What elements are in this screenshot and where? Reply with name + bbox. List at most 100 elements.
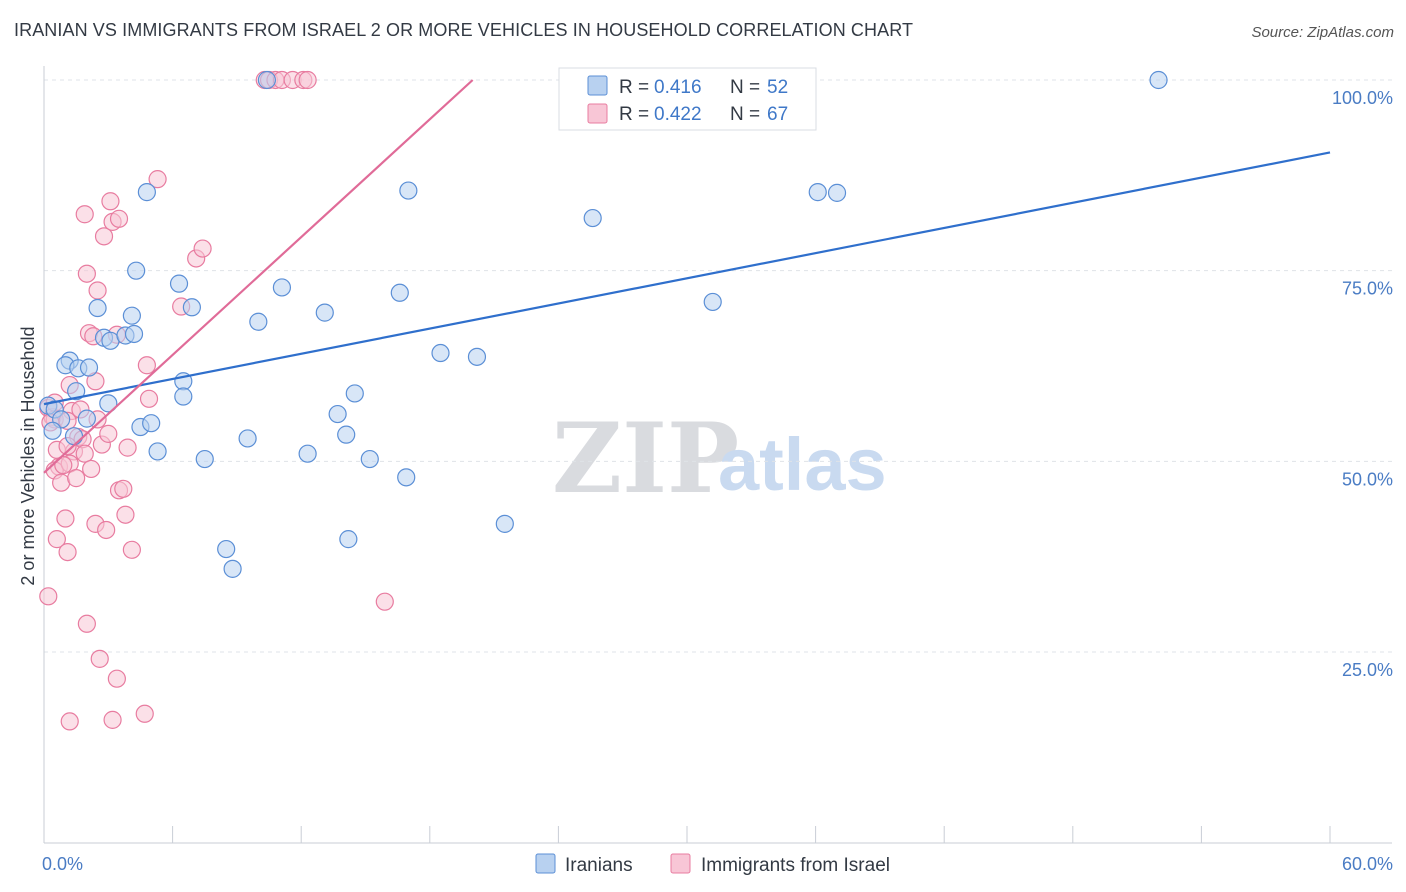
legend-n-value-israel: 67: [767, 104, 788, 125]
data-point-iranians: [360, 449, 379, 469]
source-credit: Source: ZipAtlas.com: [1251, 24, 1394, 41]
data-point-israel: [54, 456, 73, 475]
data-point-israel: [52, 473, 71, 492]
data-point-israel: [88, 281, 107, 300]
data-point-israel: [56, 509, 75, 528]
data-point-israel: [94, 227, 114, 246]
data-point-iranians: [99, 394, 118, 413]
data-point-iranians: [328, 404, 347, 424]
data-point-iranians: [122, 306, 141, 325]
data-point-iranians: [583, 208, 602, 228]
data-point-iranians: [174, 387, 193, 406]
data-point-israel: [77, 264, 96, 283]
data-point-israel: [77, 614, 96, 633]
data-point-iranians: [345, 384, 364, 403]
data-point-iranians: [399, 181, 418, 200]
data-point-israel: [90, 649, 109, 668]
data-point-israel: [103, 710, 122, 729]
y-tick-label: 100.0%: [1332, 88, 1393, 108]
data-point-iranians: [495, 514, 514, 533]
data-point-iranians: [257, 70, 277, 90]
data-point-iranians: [182, 298, 201, 317]
series-legend-label-israel: Immigrants from Israel: [701, 855, 890, 876]
data-point-iranians: [431, 343, 450, 363]
data-point-israel: [122, 540, 141, 559]
data-point-iranians: [827, 183, 847, 202]
data-point-israel: [99, 424, 118, 443]
legend-n-value-iranians: 52: [767, 77, 788, 98]
data-point-israel: [47, 530, 66, 549]
watermark: ZIP atlas: [552, 402, 887, 515]
data-point-israel: [82, 459, 101, 479]
data-point-israel: [375, 592, 394, 611]
data-point-israel: [135, 704, 154, 723]
data-point-iranians: [703, 292, 722, 312]
data-point-israel: [137, 356, 156, 375]
series-legend-swatch-iranians: [535, 853, 556, 874]
data-point-iranians: [67, 382, 86, 401]
data-point-israel: [114, 479, 133, 498]
y-tick-labels: 25.0% 50.0% 75.0% 100.0%: [1332, 88, 1393, 680]
trend-lines: [43, 79, 1331, 474]
data-point-israel: [60, 712, 79, 731]
data-point-iranians: [1149, 70, 1168, 90]
legend-n-label-israel: N =: [730, 104, 760, 125]
data-point-israel: [298, 70, 317, 90]
y-tick-label: 50.0%: [1342, 469, 1393, 489]
legend-swatch-israel: [587, 103, 608, 124]
data-point-iranians: [43, 421, 62, 440]
data-point-iranians: [339, 530, 358, 549]
data-point-israel: [97, 520, 116, 540]
data-point-iranians: [315, 303, 334, 322]
data-point-iranians: [77, 409, 96, 428]
trend-line-israel: [43, 79, 474, 474]
series-legend-swatch-israel: [670, 853, 691, 874]
data-point-iranians: [337, 425, 356, 444]
y-tick-label: 25.0%: [1342, 660, 1393, 680]
x-tick-label-min: 0.0%: [42, 854, 83, 874]
series-legend: Iranians Immigrants from Israel: [535, 853, 890, 876]
data-point-iranians: [195, 449, 214, 469]
x-tick-label-max: 60.0%: [1342, 854, 1393, 874]
data-point-israel: [75, 205, 94, 224]
grid-lines: [44, 79, 1392, 653]
data-point-israel: [109, 209, 129, 228]
axes: [43, 66, 1392, 844]
legend-n-label-iranians: N =: [730, 77, 760, 98]
data-point-iranians: [64, 427, 84, 446]
y-axis-title: 2 or more Vehicles in Household: [18, 326, 38, 585]
chart-title: IRANIAN VS IMMIGRANTS FROM ISRAEL 2 OR M…: [14, 20, 914, 40]
data-point-iranians: [223, 559, 242, 578]
watermark-atlas: atlas: [718, 423, 887, 506]
data-point-iranians: [79, 358, 99, 377]
data-point-iranians: [467, 347, 487, 366]
legend-r-label-iranians: R =: [619, 77, 649, 98]
stats-legend: R = 0.416 N = 52 R = 0.422 N = 67: [558, 67, 817, 131]
data-point-iranians: [127, 261, 146, 280]
legend-swatch-iranians: [587, 75, 608, 96]
data-point-iranians: [397, 468, 416, 487]
watermark-zip: ZIP: [552, 402, 739, 515]
legend-r-value-iranians: 0.416: [654, 77, 702, 98]
data-point-iranians: [808, 183, 827, 202]
data-point-iranians: [238, 429, 257, 448]
data-point-israel: [75, 444, 94, 463]
data-point-iranians: [142, 414, 161, 433]
data-point-israel: [193, 239, 212, 258]
data-point-iranians: [88, 298, 107, 318]
data-point-israel: [139, 389, 159, 408]
data-point-israel: [39, 587, 58, 606]
data-point-iranians: [137, 183, 156, 202]
data-point-israel: [107, 669, 126, 688]
data-point-iranians: [169, 274, 189, 293]
data-point-iranians: [298, 444, 317, 463]
trend-line-iranians: [43, 151, 1331, 406]
data-point-israel: [67, 469, 86, 488]
data-point-israel: [118, 438, 137, 457]
data-point-iranians: [148, 442, 167, 461]
data-point-israel: [58, 542, 77, 562]
series-immigrants-from-israel-points: [39, 70, 394, 731]
series-iranians-points: [39, 70, 1168, 578]
data-point-iranians: [390, 283, 409, 302]
